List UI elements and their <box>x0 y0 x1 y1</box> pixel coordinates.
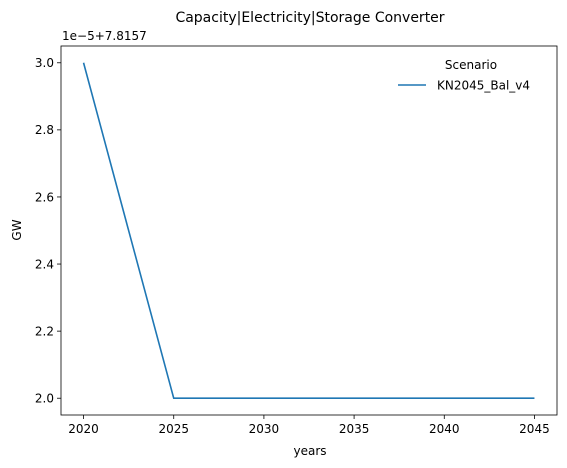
series-line <box>82 62 535 400</box>
y-tick-label: 2.2 <box>35 324 54 338</box>
legend-entry-label: KN2045_Bal_v4 <box>437 79 530 93</box>
x-tick-label: 2030 <box>249 422 280 436</box>
legend-title: Scenario <box>445 58 497 72</box>
x-tick-label: 2035 <box>339 422 370 436</box>
y-tick-label: 2.0 <box>35 392 54 406</box>
x-tick-label: 2045 <box>519 422 550 436</box>
y-tick-label: 2.4 <box>35 257 54 271</box>
x-tick-label: 2020 <box>68 422 99 436</box>
y-tick-label: 3.0 <box>35 56 54 70</box>
plot-area: 2020 2025 2030 2035 2040 2045 2.0 2.2 2.4 2.6 2.8 3… <box>35 45 558 436</box>
x-tick-label: 2025 <box>158 422 189 436</box>
axes-frame <box>60 45 558 416</box>
x-tick-label: 2040 <box>429 422 460 436</box>
y-axis-label: GW <box>10 219 24 240</box>
y-offset-label: 1e−5+7.8157 <box>62 29 147 43</box>
y-tick-label: 2.8 <box>35 123 54 137</box>
x-axis-label: years <box>293 444 326 458</box>
legend: Scenario KN2045_Bal_v4 <box>398 58 530 93</box>
y-tick-label: 2.6 <box>35 190 54 204</box>
chart-title: Capacity|Electricity|Storage Converter <box>175 10 444 26</box>
